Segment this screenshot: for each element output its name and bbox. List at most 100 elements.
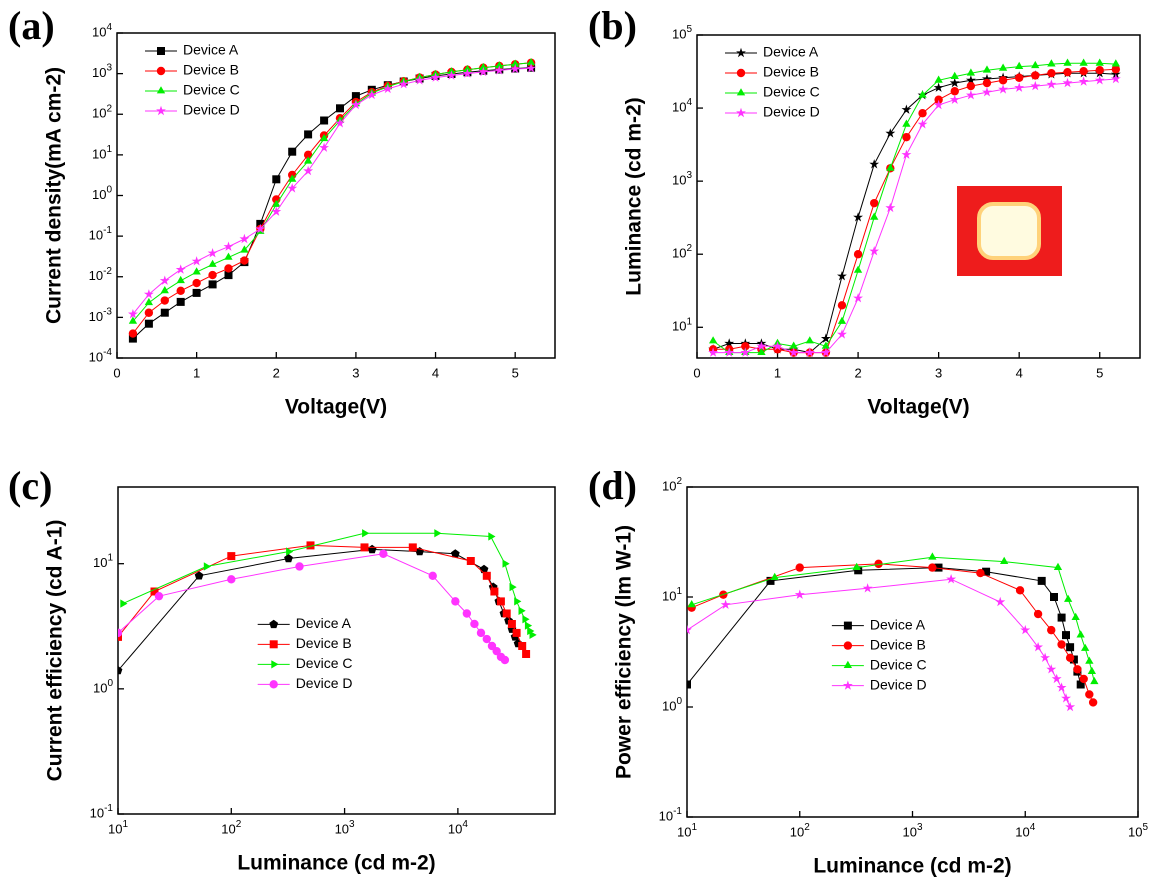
x-tick-label: 103 (335, 819, 355, 837)
legend-marker (271, 660, 279, 669)
legend-label: Device A (296, 615, 352, 631)
marker (902, 119, 911, 127)
marker (224, 271, 233, 280)
marker (529, 630, 537, 639)
inset-photo (957, 186, 1062, 276)
marker (154, 591, 164, 601)
legend-label: Device B (763, 64, 819, 80)
marker (982, 65, 992, 73)
marker (495, 61, 504, 69)
legend-label: Device C (870, 656, 927, 672)
marker (1037, 576, 1046, 585)
legend-marker (843, 660, 852, 668)
marker (1079, 58, 1088, 66)
marker (144, 308, 154, 317)
legend-label: Device A (763, 44, 819, 60)
y-tick-label: 105 (672, 24, 692, 42)
marker (118, 666, 123, 675)
marker (724, 347, 735, 357)
legend-marker (736, 68, 746, 78)
marker (1051, 673, 1062, 684)
marker (319, 133, 329, 142)
series-line (713, 78, 1116, 354)
marker (1094, 75, 1105, 85)
marker (160, 286, 169, 294)
x-tick-label: 4 (1016, 365, 1023, 380)
marker (360, 543, 369, 552)
marker (514, 597, 522, 606)
panel-label: (b) (588, 3, 637, 48)
marker (853, 212, 863, 222)
marker (336, 104, 344, 113)
inset-glow (977, 202, 1041, 260)
legend-label: Device A (183, 42, 239, 58)
marker (950, 71, 959, 79)
x-tick-label: 104 (448, 819, 468, 837)
marker (837, 271, 847, 281)
marker (1061, 693, 1071, 703)
marker (853, 265, 863, 273)
marker (837, 316, 847, 324)
legend-marker (269, 640, 278, 649)
marker (502, 559, 510, 568)
marker (526, 63, 537, 73)
marker (160, 296, 169, 305)
marker (965, 75, 976, 85)
legend-marker (736, 107, 746, 118)
marker (687, 600, 696, 608)
marker (966, 68, 975, 76)
marker (720, 599, 731, 609)
marker (434, 529, 442, 538)
marker (886, 163, 895, 171)
marker (144, 319, 153, 328)
marker (362, 529, 370, 538)
marker (1020, 624, 1031, 635)
marker (928, 563, 937, 572)
marker (1110, 73, 1121, 84)
x-tick-label: 1 (774, 365, 781, 380)
marker (224, 252, 233, 260)
legend-marker (843, 641, 853, 650)
marker (901, 149, 912, 159)
marker (1079, 674, 1088, 684)
marker (998, 76, 1008, 85)
marker (284, 553, 293, 563)
y-tick-label: 100 (662, 696, 682, 714)
legend-label: Device B (870, 636, 926, 652)
x-tick-label: 0 (113, 365, 120, 380)
marker (934, 95, 943, 104)
marker (933, 82, 944, 92)
marker (1014, 82, 1025, 92)
marker (1090, 676, 1099, 685)
y-tick-label: 100 (93, 677, 113, 695)
marker (304, 130, 313, 139)
marker (462, 68, 473, 78)
marker (208, 259, 217, 267)
marker (1065, 701, 1076, 712)
marker (869, 246, 880, 256)
legend-label: Device D (870, 676, 927, 692)
y-tick-label: 101 (93, 552, 113, 570)
marker (194, 571, 204, 580)
legend-marker (156, 86, 166, 94)
marker (788, 347, 799, 357)
marker (1057, 613, 1066, 622)
marker (1073, 665, 1082, 674)
marker (160, 308, 169, 317)
marker (1050, 593, 1058, 601)
marker (303, 165, 314, 176)
legend-label: Device D (183, 102, 240, 118)
marker (240, 245, 249, 253)
panel-label: (a) (8, 3, 55, 48)
marker (271, 206, 282, 216)
marker (462, 609, 472, 618)
marker (143, 289, 154, 299)
marker (794, 589, 805, 599)
marker (366, 89, 377, 100)
marker (901, 104, 912, 114)
x-tick-label: 105 (1128, 822, 1148, 840)
marker (902, 132, 911, 142)
marker (820, 333, 831, 343)
x-axis-title: Voltage(V) (285, 396, 387, 419)
marker (255, 223, 266, 234)
